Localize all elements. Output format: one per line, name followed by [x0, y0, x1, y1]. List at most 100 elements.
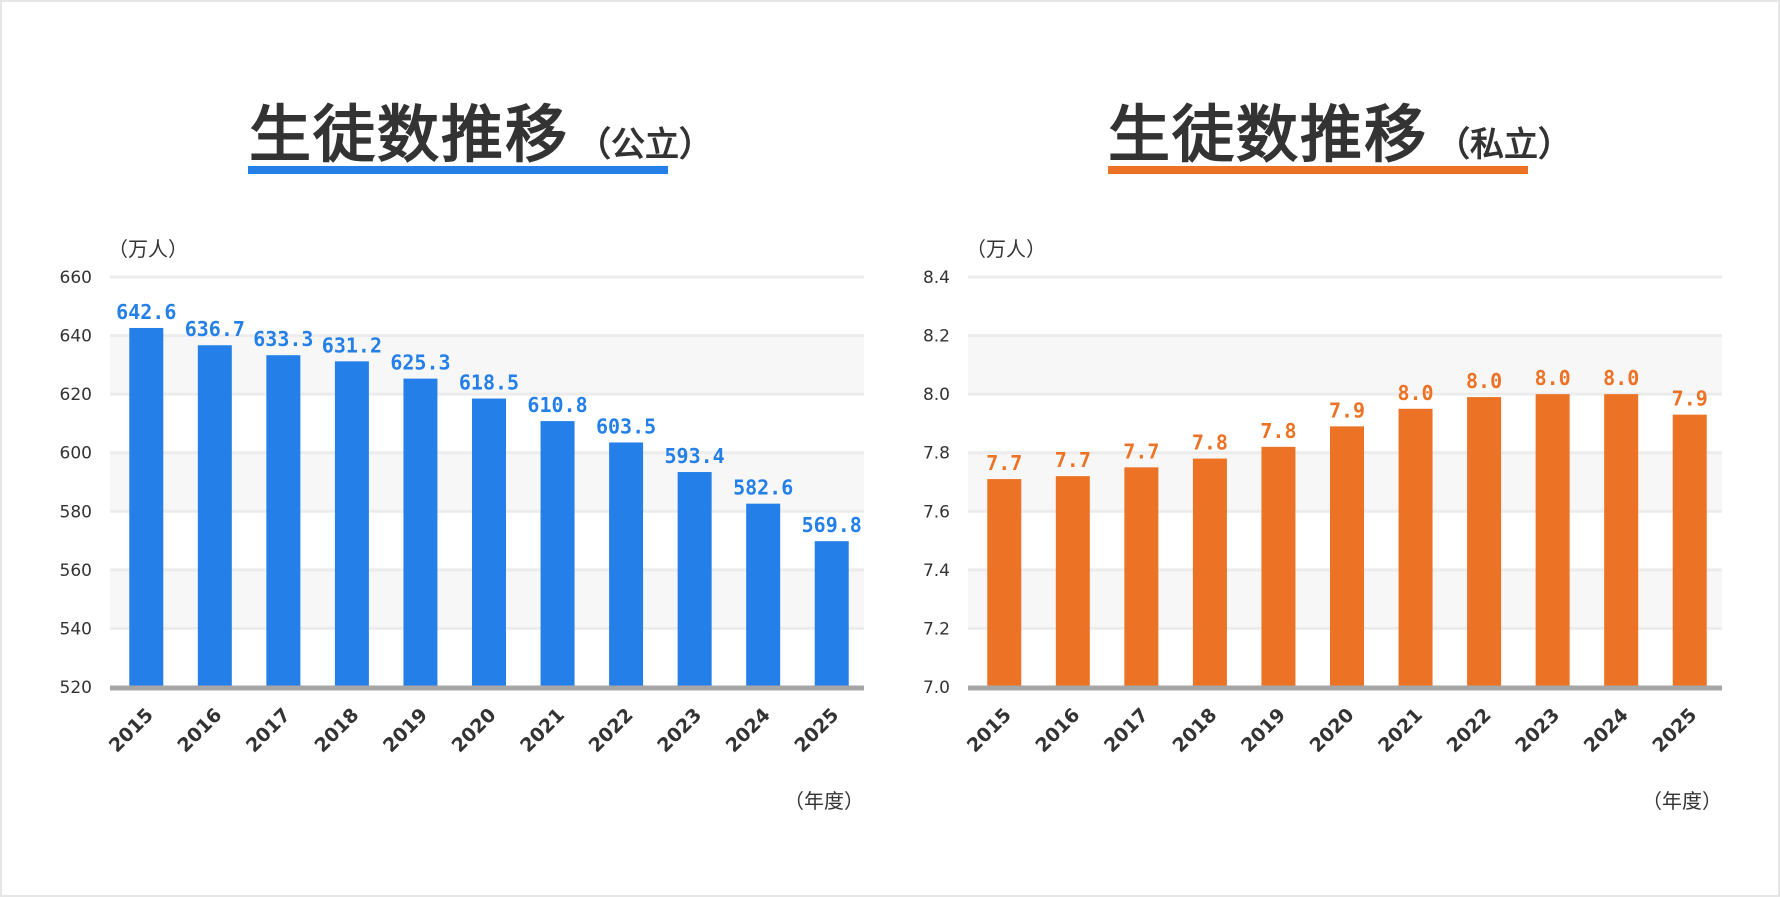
- public-bar-chart: 520 540 560 580 600 620 640 660 （万人） 642.6 2015 636…: [60, 237, 864, 813]
- public-bar-2018: [334, 361, 369, 687]
- private-bar-2019: [1261, 446, 1296, 687]
- private-bar-2018: [1192, 458, 1227, 687]
- public-data-label-2020: 618.5: [459, 371, 519, 395]
- public-y-tick-label: 520: [60, 678, 92, 698]
- public-chart-panel: 生徒数推移 （公立） 520 540 560 580 600 620 640 660 （万人） 64…: [0, 0, 880, 897]
- public-x-axis-unit: （年度）: [784, 789, 864, 813]
- public-x-tick-label: 2024: [722, 704, 775, 757]
- public-y-axis-unit: （万人）: [108, 237, 188, 261]
- private-data-label-2023: 8.0: [1535, 366, 1571, 390]
- private-x-tick-label: 2022: [1443, 704, 1496, 757]
- private-bar-2023: [1535, 394, 1570, 687]
- private-y-tick-label: 7.0: [923, 678, 950, 698]
- private-data-label-2024: 8.0: [1603, 366, 1639, 390]
- private-x-tick-label: 2017: [1100, 704, 1153, 757]
- private-x-tick-label: 2023: [1511, 704, 1564, 757]
- private-data-label-2022: 8.0: [1466, 369, 1502, 393]
- public-bar-2019: [403, 378, 438, 687]
- private-bar-2016: [1055, 476, 1090, 687]
- public-bar-2022: [609, 442, 644, 687]
- public-title-sub: （公立）: [577, 125, 714, 165]
- private-x-axis-unit: （年度）: [1642, 789, 1722, 813]
- private-bar-2024: [1604, 394, 1639, 687]
- private-title-sub: （私立）: [1436, 125, 1573, 165]
- public-bar-2020: [472, 398, 506, 687]
- private-data-label-2017: 7.7: [1123, 439, 1159, 463]
- private-bar-2025: [1672, 414, 1707, 687]
- public-y-tick-label: 580: [60, 502, 92, 522]
- public-x-tick-label: 2019: [379, 704, 432, 757]
- private-data-label-2019: 7.8: [1260, 419, 1296, 443]
- public-y-tick-label: 560: [60, 561, 92, 581]
- public-bar-2015: [129, 327, 164, 687]
- public-data-label-2023: 593.4: [665, 444, 725, 468]
- private-chart-title: 生徒数推移 （私立）: [1108, 84, 1572, 174]
- private-y-tick-label: 8.2: [923, 327, 950, 347]
- private-y-tick-label: 8.4: [923, 268, 950, 288]
- public-x-tick-label: 2015: [105, 704, 158, 757]
- public-bar-2025: [814, 541, 849, 687]
- public-data-label-2025: 569.8: [802, 513, 862, 537]
- private-band: [968, 335, 1722, 395]
- public-x-tick-label: 2022: [585, 704, 638, 757]
- public-data-label-2021: 610.8: [527, 393, 587, 417]
- private-data-label-2015: 7.7: [986, 451, 1022, 475]
- public-data-label-2018: 631.2: [322, 333, 382, 357]
- public-data-label-2015: 642.6: [116, 300, 176, 324]
- public-bar-2024: [746, 503, 781, 687]
- private-data-label-2018: 7.8: [1192, 431, 1228, 455]
- public-data-label-2019: 625.3: [390, 351, 450, 375]
- public-data-label-2016: 636.7: [185, 317, 245, 341]
- public-data-label-2022: 603.5: [596, 414, 656, 438]
- private-x-tick-label: 2024: [1580, 704, 1633, 757]
- private-bar-2020: [1330, 426, 1364, 687]
- public-data-label-2024: 582.6: [733, 476, 793, 500]
- private-title-main: 生徒数推移: [1108, 98, 1429, 171]
- public-y-tick-label: 640: [60, 327, 92, 347]
- private-data-label-2025: 7.9: [1672, 387, 1708, 411]
- private-chart-panel: 生徒数推移 （私立） 7.0 7.2 7.4 7.6 7.8 8.0 8.2 8.4 （万人） 7.…: [858, 0, 1738, 897]
- private-title-underline: [1108, 166, 1528, 174]
- private-data-label-2020: 7.9: [1329, 398, 1365, 422]
- private-bar-2015: [987, 479, 1022, 687]
- public-title-main: 生徒数推移: [249, 98, 570, 171]
- public-chart-title: 生徒数推移 （公立）: [249, 84, 713, 174]
- private-bar-chart: 7.0 7.2 7.4 7.6 7.8 8.0 8.2 8.4 （万人） 7.7 2015 7.7 20…: [923, 237, 1722, 813]
- public-x-tick-label: 2021: [516, 704, 569, 757]
- private-y-tick-label: 7.2: [923, 619, 950, 639]
- public-bar-2016: [197, 345, 232, 687]
- private-y-tick-label: 7.6: [923, 502, 950, 522]
- public-y-tick-label: 600: [60, 444, 92, 464]
- public-band: [110, 335, 864, 395]
- private-bar-2017: [1124, 467, 1159, 687]
- private-x-tick-label: 2019: [1237, 704, 1290, 757]
- private-x-tick-label: 2015: [963, 704, 1016, 757]
- public-x-tick-label: 2025: [790, 704, 843, 757]
- public-y-tick-label: 620: [60, 385, 92, 405]
- private-x-tick-label: 2025: [1648, 704, 1701, 757]
- public-y-tick-label: 660: [60, 268, 92, 288]
- private-y-tick-label: 8.0: [923, 385, 950, 405]
- private-x-tick-label: 2020: [1306, 704, 1359, 757]
- public-bar-2021: [540, 421, 575, 687]
- private-bar-2022: [1467, 397, 1502, 687]
- private-y-tick-label: 7.4: [923, 561, 950, 581]
- private-x-tick-label: 2018: [1168, 704, 1221, 757]
- private-data-label-2021: 8.0: [1397, 381, 1433, 405]
- public-x-tick-label: 2018: [310, 704, 363, 757]
- public-x-tick-label: 2020: [448, 704, 501, 757]
- private-data-label-2016: 7.7: [1055, 448, 1091, 472]
- private-x-tick-label: 2016: [1031, 704, 1084, 757]
- public-title-underline: [248, 166, 668, 174]
- public-x-tick-label: 2017: [242, 704, 295, 757]
- private-bar-2021: [1398, 408, 1433, 687]
- private-y-tick-label: 7.8: [923, 444, 950, 464]
- private-y-axis-unit: （万人）: [966, 237, 1046, 261]
- private-x-tick-label: 2021: [1374, 704, 1427, 757]
- public-data-label-2017: 633.3: [253, 327, 313, 351]
- public-x-tick-label: 2023: [653, 704, 706, 757]
- public-y-tick-label: 540: [60, 619, 92, 639]
- public-bar-2017: [266, 355, 301, 687]
- public-bar-2023: [677, 472, 712, 687]
- public-x-tick-label: 2016: [173, 704, 226, 757]
